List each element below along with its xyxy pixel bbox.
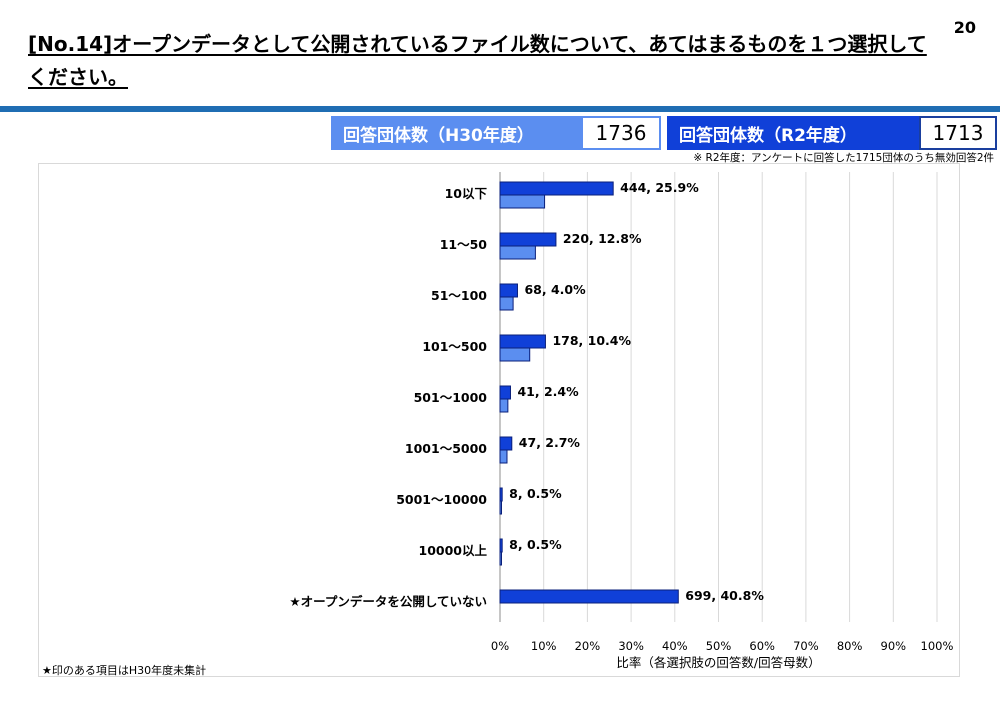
x-tick-label: 40% — [662, 639, 688, 653]
bar-r2 — [499, 334, 546, 349]
bar-r2 — [499, 589, 679, 604]
invalid-answer-note: ※ R2年度：アンケートに回答した1715団体のうち無効回答2件 — [693, 152, 994, 164]
category-label: 101～500 — [422, 339, 487, 354]
h30-count-label: 回答団体数（H30年度） — [331, 116, 581, 150]
bar-r2 — [499, 538, 503, 553]
category-label: 5001～10000 — [396, 492, 487, 507]
r2-count-box: 回答団体数（R2年度） 1713 — [667, 116, 997, 150]
bar-r2 — [499, 232, 557, 247]
x-tick-label: 0% — [491, 639, 509, 653]
x-tick-label: 50% — [706, 639, 732, 653]
data-label: 8, 0.5% — [509, 486, 562, 501]
bar-h30 — [499, 194, 546, 209]
header-rule — [0, 106, 1000, 112]
category-label: 11～50 — [440, 237, 488, 252]
data-label: 444, 25.9% — [620, 180, 699, 195]
bar-r2 — [499, 283, 518, 298]
data-label: 41, 2.4% — [517, 384, 579, 399]
bar-r2 — [499, 487, 503, 502]
chart-frame — [38, 163, 960, 677]
data-label: 8, 0.5% — [509, 537, 562, 552]
r2-count-value: 1713 — [919, 116, 997, 150]
page-number: 20 — [953, 18, 976, 37]
data-label: 699, 40.8% — [685, 588, 764, 603]
h30-count-box: 回答団体数（H30年度） 1736 — [331, 116, 661, 150]
x-tick-label: 10% — [531, 639, 557, 653]
x-tick-label: 90% — [881, 639, 907, 653]
bar-h30 — [499, 449, 508, 464]
x-tick-label: 60% — [749, 639, 775, 653]
bar-h30 — [499, 398, 509, 413]
bar-r2 — [499, 385, 511, 400]
x-tick-label: 80% — [837, 639, 863, 653]
bar-h30 — [499, 347, 531, 362]
page-title: [No.14]オープンデータとして公開されているファイル数について、あてはまるも… — [28, 32, 927, 89]
category-label: 1001～5000 — [405, 441, 487, 456]
category-label: 10000以上 — [419, 543, 488, 558]
x-tick-label: 70% — [793, 639, 819, 653]
data-label: 178, 10.4% — [552, 333, 631, 348]
category-label: 501～1000 — [414, 390, 488, 405]
data-label: 220, 12.8% — [563, 231, 642, 246]
bar-h30 — [499, 245, 536, 260]
category-label: 51～100 — [431, 288, 487, 303]
category-label: ★オープンデータを公開していない — [289, 594, 487, 609]
data-label: 47, 2.7% — [519, 435, 581, 450]
x-tick-label: 20% — [575, 639, 601, 653]
bar-r2 — [499, 436, 513, 451]
category-label: 10以下 — [445, 186, 488, 201]
x-axis-title: 比率（各選択肢の回答数/回答母数） — [616, 655, 820, 670]
x-tick-label: 100% — [921, 639, 954, 653]
bar-h30 — [499, 551, 502, 566]
bar-r2 — [499, 181, 614, 196]
footnote: ★印のある項目はH30年度未集計 — [42, 664, 207, 677]
bar-h30 — [499, 296, 514, 311]
x-tick-label: 30% — [618, 639, 644, 653]
bar-h30 — [499, 500, 502, 515]
data-label: 68, 4.0% — [524, 282, 586, 297]
r2-count-label: 回答団体数（R2年度） — [667, 116, 919, 150]
h30-count-value: 1736 — [581, 116, 661, 150]
